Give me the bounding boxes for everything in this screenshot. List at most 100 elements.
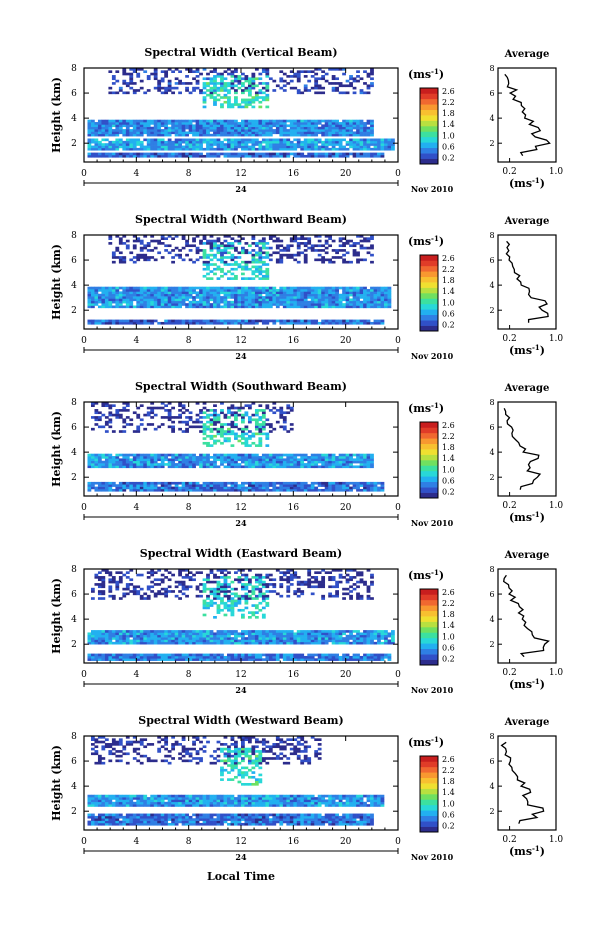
profile-x-tick-label: 1.0: [549, 334, 564, 344]
heatmap-cell: [227, 256, 231, 259]
heatmap-cell: [352, 286, 357, 290]
heatmap-cell: [345, 293, 350, 297]
heatmap-cell: [251, 463, 256, 466]
heatmap-cell: [143, 639, 148, 643]
heatmap-cell: [164, 658, 169, 661]
heatmap-cell: [241, 569, 245, 572]
heatmap-cell: [164, 75, 169, 78]
heatmap-cell: [363, 237, 367, 240]
heatmap-cell: [237, 242, 242, 245]
heatmap-cell: [220, 147, 224, 151]
heatmap-cell: [118, 641, 123, 645]
heatmap-cell: [160, 305, 165, 309]
heatmap-cell: [209, 655, 214, 659]
heatmap-cell: [160, 286, 165, 290]
heatmap-cell: [216, 98, 221, 102]
heatmap-cell: [303, 242, 308, 245]
heatmap-cell: [359, 145, 364, 149]
panel-2: Spectral Width (Northward Beam)0 4 8 12 16 20…: [50, 213, 563, 361]
heatmap-cell: [370, 486, 374, 490]
heatmap-cell: [150, 133, 155, 137]
heatmap-cell: [279, 321, 284, 325]
heatmap-cell: [338, 303, 343, 306]
heatmap-cell: [307, 133, 312, 137]
heatmap-cell: [303, 486, 308, 490]
heatmap-cell: [181, 291, 186, 295]
heatmap-cell: [258, 253, 263, 257]
heatmap-cell: [237, 289, 242, 292]
heatmap-cell: [234, 126, 238, 130]
heatmap-cell: [118, 409, 123, 412]
heatmap-cell: [171, 296, 176, 299]
heatmap-cell: [286, 152, 291, 156]
heatmap-cell: [380, 152, 385, 156]
heatmap-cell: [178, 583, 182, 586]
heatmap-cell: [282, 463, 287, 466]
heatmap-cell: [356, 154, 360, 158]
heatmap-cell: [188, 637, 193, 640]
heatmap-cell: [307, 286, 312, 290]
heatmap-cell: [275, 260, 280, 264]
heatmap-cell: [209, 293, 214, 297]
heatmap-cell: [153, 453, 158, 457]
heatmap-cell: [202, 260, 207, 264]
heatmap-cell: [227, 590, 231, 593]
heatmap-cell: [206, 413, 210, 417]
heatmap-cell: [286, 133, 291, 137]
heatmap-cell: [230, 601, 235, 605]
heatmap-cell: [171, 289, 176, 292]
heatmap-cell: [282, 488, 287, 492]
heatmap-cell: [279, 291, 284, 295]
heatmap-cell: [286, 143, 291, 146]
heatmap-cell: [293, 460, 298, 464]
heatmap-cell: [90, 590, 95, 593]
heatmap-cell: [181, 456, 186, 459]
heatmap-cell: [178, 300, 182, 304]
colorbar-segment: [420, 320, 438, 326]
heatmap-cell: [171, 427, 176, 431]
heatmap-cell: [188, 425, 193, 429]
heatmap-cell: [195, 594, 200, 598]
heatmap-cell: [216, 592, 221, 596]
heatmap-cells: [87, 402, 385, 492]
heatmap-cell: [181, 460, 186, 464]
heatmap-cell: [213, 119, 217, 123]
heatmap-cell: [279, 124, 284, 128]
heatmap-cell: [335, 152, 339, 156]
heatmap-cell: [272, 143, 277, 146]
heatmap-cell: [286, 249, 291, 252]
heatmap-cell: [279, 411, 284, 415]
heatmap-cell: [289, 484, 294, 487]
heatmap-cell: [303, 286, 308, 290]
heatmap-cell: [206, 420, 210, 424]
heatmap-cell: [220, 409, 224, 412]
heatmap-cell: [188, 488, 193, 492]
heatmap-cell: [366, 75, 371, 78]
heatmap-cell: [366, 488, 371, 492]
heatmap-cell: [227, 597, 231, 600]
heatmap-cell: [115, 465, 120, 469]
heatmap-cell: [104, 293, 109, 297]
heatmap-cell: [122, 420, 127, 424]
heatmap-cell: [303, 140, 308, 144]
heatmap-cell: [115, 587, 120, 591]
profile-line: [503, 408, 542, 490]
heatmap-cell: [136, 413, 141, 417]
heatmap-cell: [143, 298, 148, 302]
heatmap-cell: [317, 119, 322, 123]
heatmap-cell: [356, 460, 360, 464]
heatmap-cell: [195, 126, 200, 130]
heatmap-cell: [356, 286, 360, 290]
heatmap-cell: [261, 124, 266, 128]
heatmap-cell: [97, 658, 102, 661]
heatmap-cell: [282, 291, 287, 295]
y-axis-label: Height (km): [50, 244, 63, 320]
heatmap-cell: [195, 632, 200, 636]
heatmap-cell: [87, 484, 92, 487]
heatmap-cell: [370, 456, 374, 459]
heatmap-cell: [94, 138, 99, 142]
heatmap-cell: [268, 235, 273, 238]
heatmap-cell: [111, 143, 116, 146]
heatmap-cell: [328, 140, 333, 144]
heatmap-cell: [181, 458, 186, 462]
